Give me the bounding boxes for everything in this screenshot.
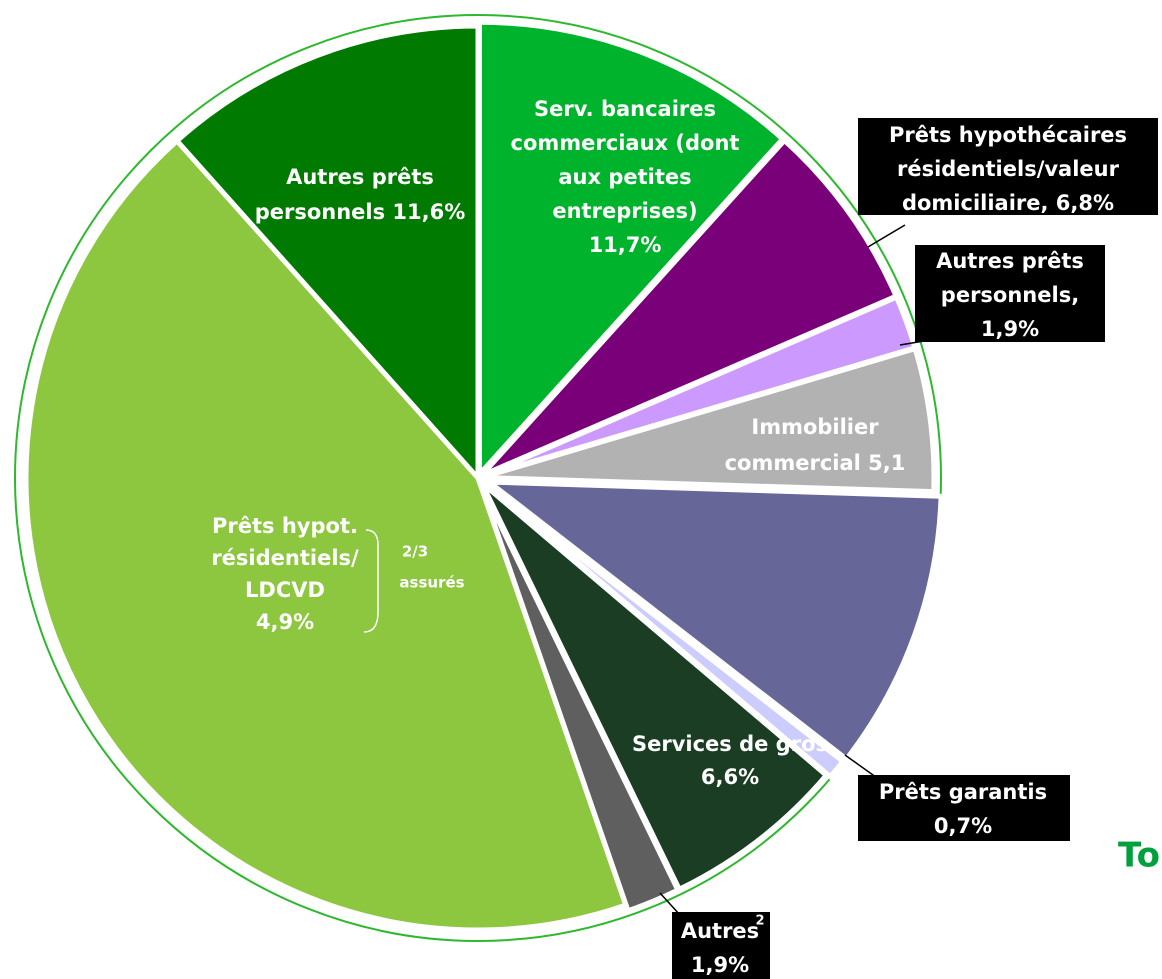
slices bbox=[23, 19, 944, 933]
total-label: To bbox=[1118, 836, 1160, 876]
slice-label: résidentiels/valeur bbox=[897, 157, 1120, 181]
slice-label: 1,9% bbox=[691, 953, 749, 977]
slice bbox=[477, 482, 682, 914]
slice bbox=[481, 345, 937, 495]
slice bbox=[173, 23, 481, 485]
slice bbox=[476, 19, 787, 481]
leader-line bbox=[659, 892, 681, 916]
label-box bbox=[858, 775, 1070, 841]
bracket bbox=[363, 529, 379, 633]
slice bbox=[479, 136, 900, 478]
slice-label: Services de gros bbox=[632, 732, 828, 756]
slice bbox=[481, 479, 944, 763]
slice-label: Prêts hypot. bbox=[212, 514, 358, 538]
slice-label: LDCVD bbox=[245, 578, 325, 602]
slice-label: 6,6% bbox=[701, 765, 759, 789]
slice-label: commercial 5,1 bbox=[725, 451, 906, 475]
slice-label: personnels, bbox=[941, 283, 1079, 307]
footnote-mark: 2 bbox=[755, 914, 764, 929]
slice-label: Prêts garantis bbox=[879, 780, 1047, 804]
slice-label: domiciliaire, 6,8% bbox=[902, 191, 1114, 215]
slice-label: Autres prêts bbox=[286, 165, 434, 189]
label-box bbox=[672, 912, 770, 979]
outer-ring bbox=[14, 14, 942, 942]
slice-label: personnels 11,6% bbox=[255, 200, 466, 224]
slice bbox=[479, 480, 830, 893]
insured-note: assurés bbox=[399, 574, 464, 592]
slice-label: Prêts hypothécaires bbox=[889, 123, 1127, 147]
slice-label: aux petites bbox=[558, 165, 691, 189]
slice-label: 11,7% bbox=[589, 233, 662, 257]
slice-label: commerciaux (dont bbox=[511, 131, 740, 155]
slice bbox=[484, 482, 847, 781]
slice-label: résidentiels/ bbox=[211, 546, 359, 570]
leader-line bbox=[867, 224, 906, 248]
slice-label: 0,7% bbox=[934, 814, 992, 838]
label-box bbox=[915, 245, 1105, 342]
slice-label: 1,9% bbox=[981, 317, 1039, 341]
slice-label: entreprises) bbox=[552, 199, 697, 223]
label-box bbox=[858, 118, 1158, 215]
slice-label: Serv. bancaires bbox=[534, 97, 716, 121]
insured-note: 2/3 bbox=[402, 543, 428, 561]
slice-label: Immobilier bbox=[751, 415, 879, 439]
slice-label: Autres bbox=[681, 919, 759, 943]
slice-label: 4,9% bbox=[256, 610, 314, 634]
slice bbox=[23, 137, 629, 933]
labels: Serv. bancaires commerciaux (dont aux peti… bbox=[211, 97, 1158, 979]
slice-label: Autres prêts bbox=[936, 249, 1084, 273]
